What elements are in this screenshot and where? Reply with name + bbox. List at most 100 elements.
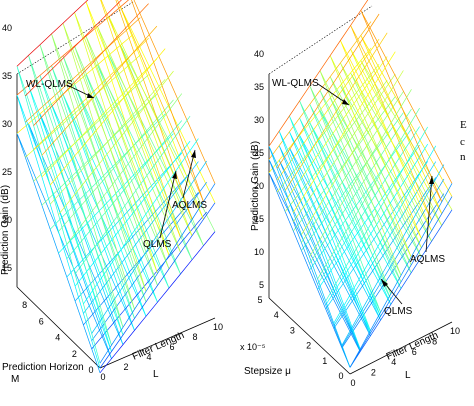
- left-arrowhead-aqlms: [191, 150, 196, 158]
- left-y-tick-label: 8: [22, 300, 27, 310]
- left-annot-aqlms: AQLMS: [172, 200, 207, 211]
- right-surface-wlqlms-strip: [289, 115, 381, 331]
- left-x-tick-label: 6: [169, 342, 174, 352]
- right-y-tick-label: 0: [338, 371, 343, 381]
- right-surface-aqlms-strip: [329, 76, 422, 266]
- left-surface-qlms-strip: [97, 64, 193, 275]
- left-tick-labels: 0 2 4 6 8 10 0 2 4 6 8 15 20 25 30 35 40: [2, 23, 223, 382]
- left-surface-qlms-gridline: [74, 172, 191, 302]
- right-arrow-aqlms: [425, 175, 433, 253]
- right-surface-qlms-gridline: [284, 80, 388, 212]
- right-annot-wlqlms: WL-QLMS: [272, 78, 319, 89]
- left-surface-aqlms-gridline: [99, 202, 216, 369]
- left-surface-qlms-gridline: [83, 192, 199, 326]
- left-surface-qlms-strip: [120, 45, 216, 246]
- right-surface-aqlms-gridline: [349, 196, 453, 368]
- right-surface-aqlms-strip: [278, 145, 371, 351]
- right-y-tick-label: 1: [322, 356, 327, 366]
- right-surface-wlqlms-strip: [360, 10, 453, 202]
- left-surface-aqlms-gridline: [25, 17, 141, 123]
- left-surface-qlms-strip: [28, 123, 124, 359]
- right-y-scale-label: x 10⁻⁵: [240, 342, 266, 352]
- right-surface-wlqlms-gridline: [309, 89, 412, 257]
- right-surface-qlms-gridline: [309, 128, 412, 271]
- right-xlabel-line2: L: [405, 370, 411, 381]
- right-surface-wlqlms-strip: [319, 70, 412, 276]
- right-surface-aqlms-gridline: [293, 73, 396, 222]
- left-x-tick-label: 2: [123, 362, 128, 372]
- right-surface-aqlms-gridline: [341, 178, 445, 347]
- left-x-tick-label: 4: [146, 352, 151, 362]
- right-z-tick-label: 30: [254, 115, 264, 125]
- right-z-tick-label: 20: [254, 181, 264, 191]
- left-z-tick-label: 35: [2, 71, 12, 81]
- right-surface-wlqlms-gridline: [301, 70, 404, 235]
- left-surface-aqlms-gridline: [41, 58, 158, 178]
- left-arrowhead-qlms: [172, 171, 177, 179]
- left-surface-wlqlms-gridline: [16, 0, 89, 67]
- right-surface-aqlms-gridline: [317, 126, 420, 285]
- right-surface-qlms-gridline: [301, 112, 404, 251]
- left-z-tick-label: 25: [2, 167, 12, 177]
- right-xlabel-line1: Filter Length: [385, 330, 440, 363]
- right-surface-wlqlms-strip: [278, 130, 371, 350]
- left-surface-aqlms-strip: [51, 65, 147, 319]
- cropped-caption-2: c: [460, 136, 465, 148]
- left-z-tick-label: 15: [2, 263, 12, 273]
- right-x-tick-label: 10: [450, 326, 460, 336]
- left-surface-aqlms-strip: [97, 26, 193, 253]
- right-surface-qlms-gridline: [268, 47, 372, 173]
- right-surface-qlms-strip: [319, 110, 412, 289]
- left-surface-aqlms-gridline: [74, 140, 191, 287]
- left-surface-aqlms-strip: [74, 45, 170, 286]
- right-x-tick-label: 2: [371, 368, 376, 378]
- right-surface-wlqlms-gridline: [325, 126, 429, 302]
- left-surface-wlqlms-strip: [115, 0, 204, 220]
- right-arrowhead-qlms: [381, 279, 388, 287]
- right-surface-wlqlms-gridline: [349, 183, 453, 368]
- cropped-caption-3: n: [460, 151, 466, 163]
- left-surface-wlqlms-gridline: [91, 160, 207, 334]
- left-surface-aqlms-gridline: [58, 99, 174, 232]
- right-zlabel: Prediction Gain (dB): [250, 141, 261, 231]
- right-arrowhead-aqlms: [429, 176, 434, 184]
- right-surface-wlqlms-strip: [329, 55, 422, 258]
- right-x-tick-label: 8: [432, 336, 437, 346]
- left-surface-qlms-gridline: [49, 113, 166, 230]
- left-surface-wlqlms-strip: [28, 55, 124, 346]
- left-surface-wlqlms-strip: [39, 44, 135, 328]
- left-surface-wlqlms-gridline: [66, 93, 183, 245]
- right-surface-aqlms-strip: [319, 90, 412, 283]
- left-y-tick-label: 4: [55, 333, 60, 343]
- right-x-tick-label: 4: [391, 357, 396, 367]
- left-x-tick-label: 10: [213, 322, 223, 332]
- left-surface-aqlms-gridline: [66, 120, 183, 260]
- right-surface-aqlms-gridline: [309, 108, 412, 264]
- right-y-tick-label: 2: [306, 341, 311, 351]
- right-z-tick-label: 10: [254, 247, 264, 257]
- left-surface-wlqlms-strip: [74, 12, 170, 274]
- right-z-tick-label: 25: [254, 148, 264, 158]
- right-surfaces: [268, 0, 453, 368]
- right-arrowhead-wlqlms: [342, 99, 349, 105]
- left-arrow-aqlms: [182, 149, 196, 199]
- right-surface-qlms-strip: [268, 172, 361, 368]
- right-surface-aqlms-gridline: [284, 56, 388, 202]
- left-surface-wlqlms-strip: [85, 1, 181, 256]
- right-surface-wlqlms-strip: [299, 100, 392, 313]
- right-surface-qlms-strip: [309, 122, 402, 305]
- left-surface-wlqlms-gridline: [99, 183, 216, 364]
- left-surface-aqlms-gridline: [83, 161, 199, 314]
- left-surface-qlms-gridline: [91, 211, 207, 350]
- right-z-tick-label: 40: [254, 49, 264, 59]
- right-surface-wlqlms-gridline: [293, 51, 396, 213]
- left-surface-aqlms-strip: [85, 36, 181, 270]
- left-surface-qlms-strip: [62, 94, 158, 317]
- right-surface-wlqlms-gridline: [284, 32, 388, 191]
- left-x-tick-label: 8: [192, 332, 197, 342]
- left-ylabel-line1: Prediction Horizon: [2, 362, 84, 373]
- right-z-tick-label: 15: [254, 214, 264, 224]
- right-surface-aqlms-strip: [289, 131, 381, 334]
- left-annot-wlqlms: WL-QLMS: [26, 79, 73, 90]
